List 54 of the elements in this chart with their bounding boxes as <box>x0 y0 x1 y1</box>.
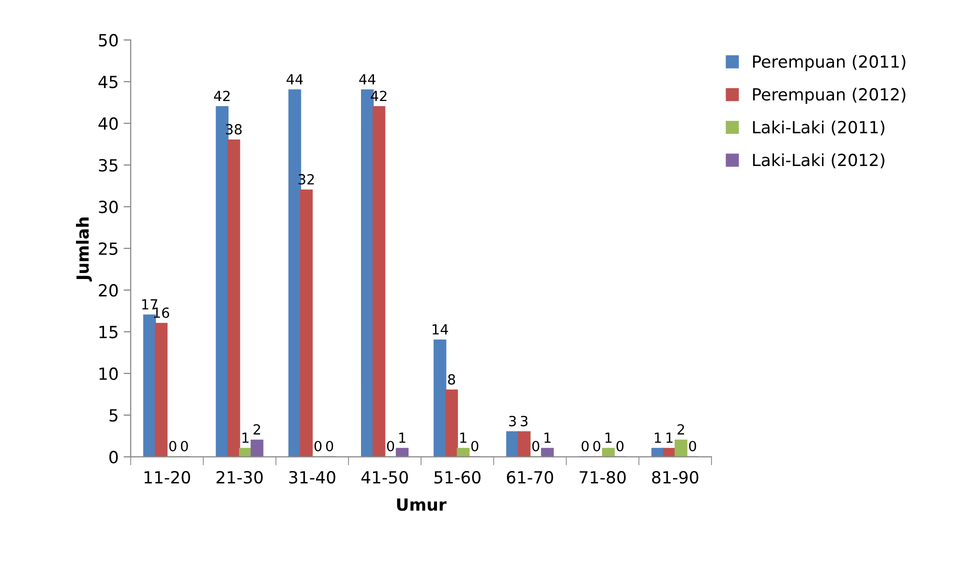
data-label: 14 <box>432 324 448 334</box>
legend-label: Laki-Laki (2011) <box>753 120 884 136</box>
data-label: 0 <box>689 440 696 452</box>
y-tick-label: 30 <box>98 200 118 214</box>
y-tick-label: 20 <box>98 284 118 297</box>
data-label: 44 <box>286 74 303 84</box>
y-tick-label: 10 <box>99 367 118 380</box>
x-tick-label: 41-50 <box>361 470 408 484</box>
data-label: 2 <box>254 424 260 434</box>
data-label: 1 <box>666 432 673 443</box>
y-tick-label: 40 <box>98 117 118 130</box>
y-tick-label: 25 <box>98 242 118 255</box>
x-tick-label: 81-90 <box>652 470 698 484</box>
y-tick-label: 35 <box>98 158 118 172</box>
data-label: 0 <box>387 440 394 452</box>
data-label: 42 <box>214 90 230 101</box>
data-label: 1 <box>544 432 551 443</box>
legend-label: Perempuan (2011) <box>753 54 906 72</box>
data-label: 0 <box>326 440 334 452</box>
legend-label: Perempuan (2012) <box>753 88 906 104</box>
legend-label: Laki-Laki (2012) <box>753 153 884 168</box>
x-tick-label: 51-60 <box>434 470 480 484</box>
data-label: 0 <box>582 440 589 452</box>
data-label: 16 <box>154 307 170 318</box>
data-label: 3 <box>520 416 528 426</box>
y-tick-label: 0 <box>109 450 118 464</box>
data-label: 0 <box>471 440 478 452</box>
data-label: 0 <box>169 440 176 452</box>
x-tick-label: 71-80 <box>580 470 626 484</box>
x-tick-label: 11-20 <box>144 470 190 484</box>
data-label: 1 <box>460 432 466 443</box>
y-axis-title: Jumlah <box>76 218 92 282</box>
data-label: 1 <box>654 432 661 443</box>
data-label: 1 <box>399 432 406 443</box>
data-label: 2 <box>678 424 684 434</box>
y-tick-label: 45 <box>98 76 118 88</box>
data-label: 0 <box>314 440 322 452</box>
data-label: 3 <box>509 416 516 426</box>
data-label: 0 <box>532 440 540 452</box>
x-tick-label: 21-30 <box>216 470 263 484</box>
y-tick-label: 5 <box>110 409 118 422</box>
data-label: 44 <box>359 74 376 84</box>
data-label: 17 <box>142 299 158 310</box>
data-label: 0 <box>616 440 624 452</box>
data-label: 0 <box>593 440 600 452</box>
data-label: 1 <box>242 432 249 443</box>
data-label: 8 <box>448 374 456 385</box>
data-label: 0 <box>180 440 188 452</box>
y-tick-label: 15 <box>99 326 118 338</box>
x-axis-title: Umur <box>397 498 447 511</box>
x-tick-label: 61-70 <box>506 470 554 484</box>
y-tick-label: 50 <box>98 34 118 47</box>
data-label: 1 <box>605 432 612 443</box>
x-tick-label: 31-40 <box>289 470 336 484</box>
